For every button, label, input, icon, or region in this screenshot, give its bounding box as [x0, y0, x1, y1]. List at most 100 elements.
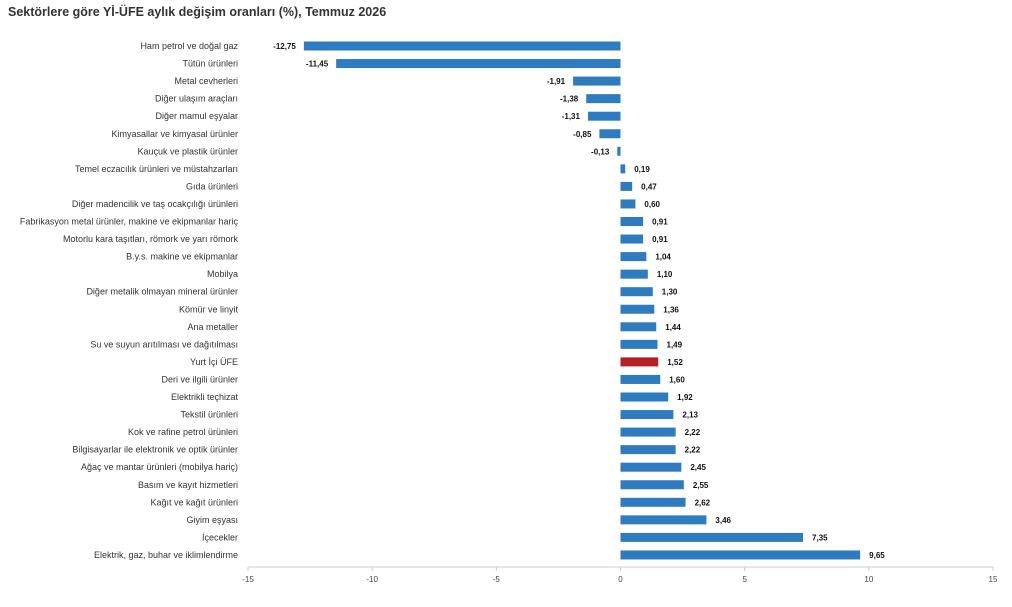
category-label: Kömür ve linyit	[179, 304, 239, 314]
data-label: 2,13	[682, 411, 698, 420]
category-label: Temel eczacılık ürünleri ve müstahzarlar…	[75, 164, 238, 174]
bar	[620, 427, 676, 437]
category-label: B.y.s. makine ve ekipmanlar	[126, 252, 238, 262]
bar	[620, 550, 861, 560]
bar	[617, 146, 621, 156]
bar	[620, 532, 804, 542]
data-label: -11,45	[306, 60, 329, 69]
data-label: 2,22	[685, 428, 701, 437]
category-label: Gıda ürünleri	[186, 181, 238, 191]
category-label: Kauçuk ve plastik ürünler	[137, 146, 238, 156]
bar	[620, 199, 636, 209]
bar	[620, 410, 674, 420]
data-label: 3,46	[715, 516, 731, 525]
category-label: Diğer metalik olmayan mineral ürünler	[86, 287, 238, 297]
data-label: -12,75	[273, 42, 296, 51]
category-label: İçecekler	[202, 532, 238, 542]
bar	[599, 129, 621, 139]
bar	[620, 234, 644, 244]
data-label: 2,55	[693, 481, 709, 490]
bar	[620, 339, 658, 349]
bar	[620, 287, 653, 297]
data-label: 1,44	[665, 323, 681, 332]
category-label: Ağaç ve mantar ürünleri (mobilya hariç)	[81, 462, 238, 472]
data-label: 7,35	[812, 533, 828, 542]
data-label: 1,92	[677, 393, 693, 402]
bar	[620, 304, 655, 314]
bars	[303, 41, 861, 560]
bar	[620, 322, 657, 332]
bar	[303, 41, 621, 51]
data-label: 0,91	[652, 218, 668, 227]
category-label: Elektrikli teçhizat	[171, 392, 239, 402]
data-label: -1,38	[560, 95, 579, 104]
data-label: 2,45	[690, 463, 706, 472]
x-axis	[247, 566, 994, 571]
category-label: Mobilya	[207, 269, 238, 279]
bar	[620, 357, 659, 367]
bar	[573, 76, 621, 86]
category-label: Kimyasallar ve kimyasal ürünler	[111, 129, 238, 139]
x-tick-label: -5	[493, 575, 501, 584]
bar	[620, 445, 676, 455]
category-label: Su ve suyun arıtılması ve dağıtılması	[90, 339, 238, 349]
bar	[620, 374, 661, 384]
x-tick-label: 5	[742, 575, 747, 584]
x-tick-label: 10	[864, 575, 873, 584]
data-label: 1,49	[667, 340, 683, 349]
category-label: Diğer mamul eşyalar	[155, 111, 238, 121]
category-label: Ana metaller	[187, 322, 238, 332]
category-label: Yurt İçi ÜFE	[190, 357, 238, 367]
bar	[620, 497, 686, 507]
chart-title: Sektörlere göre Yİ-ÜFE aylık değişim ora…	[8, 5, 387, 19]
category-label: Deri ve ilgili ürünler	[161, 374, 238, 384]
data-label: 9,65	[869, 551, 885, 560]
x-tick-label: 0	[618, 575, 623, 584]
bar	[587, 111, 621, 121]
category-label: Metal cevherleri	[174, 76, 238, 86]
category-label: Tütün ürünleri	[182, 59, 238, 69]
category-labels: Ham petrol ve doğal gaz Tütün ürünleri Met…	[20, 41, 239, 560]
category-label: Fabrikasyon metal ürünler, makine ve eki…	[20, 217, 239, 227]
value-labels: -12,75 -11,45 -1,91 -1,38 -1,31 -0,85 -0,13 0,1…	[273, 42, 885, 560]
category-label: Kağıt ve kağıt ürünleri	[150, 497, 238, 507]
category-label: Ham petrol ve doğal gaz	[140, 41, 238, 51]
bar	[620, 252, 647, 262]
data-label: 0,19	[634, 165, 650, 174]
data-label: 2,62	[695, 498, 711, 507]
category-label: Diğer madencilik ve taş ocakçılığı ürünl…	[72, 199, 238, 209]
bar	[620, 515, 707, 525]
category-label: Kok ve rafine petrol ürünleri	[128, 427, 238, 437]
data-label: 1,52	[667, 358, 683, 367]
bar	[620, 392, 669, 402]
bar	[336, 59, 621, 69]
bar	[620, 480, 684, 490]
data-label: -1,31	[562, 112, 581, 121]
category-label: Elektrik, gaz, buhar ve iklimlendirme	[94, 550, 238, 560]
x-tick-label: -15	[242, 575, 254, 584]
data-label: -0,13	[591, 147, 610, 156]
data-label: 1,30	[662, 288, 678, 297]
data-label: -1,91	[547, 77, 566, 86]
category-label: Diğer ulaşım araçları	[155, 94, 238, 104]
category-label: Motorlu kara taşıtları, römork ve yarı r…	[63, 234, 239, 244]
data-label: 0,47	[641, 182, 657, 191]
category-label: Basım ve kayıt hizmetleri	[138, 480, 238, 490]
data-label: 0,60	[644, 200, 660, 209]
x-tick-label: -10	[366, 575, 378, 584]
data-label: 1,60	[669, 375, 685, 384]
bar	[586, 94, 621, 104]
category-label: Bilgisayarlar ile elektronik ve optik ür…	[72, 445, 238, 455]
data-label: 0,91	[652, 235, 668, 244]
x-tick-label: 15	[989, 575, 998, 584]
data-label: 1,04	[655, 253, 671, 262]
data-label: 1,10	[657, 270, 673, 279]
category-label: Tekstil ürünleri	[180, 410, 238, 420]
data-label: 2,22	[685, 446, 701, 455]
category-label: Giyim eşyası	[186, 515, 238, 525]
bar	[620, 217, 644, 226]
bar	[620, 181, 633, 191]
bar	[620, 269, 648, 279]
data-label: -0,85	[573, 130, 592, 139]
